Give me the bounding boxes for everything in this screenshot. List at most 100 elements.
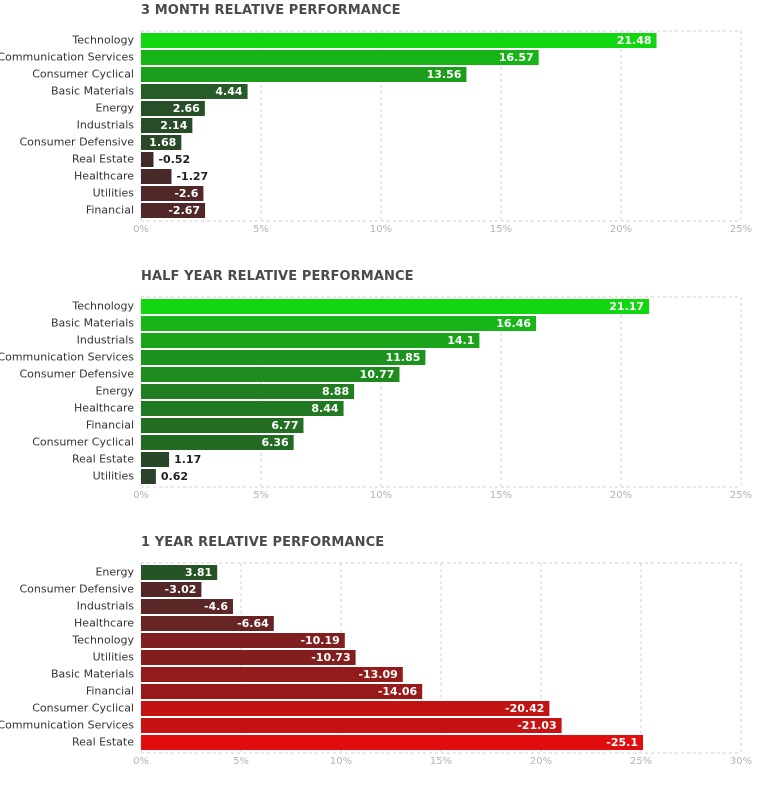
bar [141, 169, 172, 184]
value-label: -25.1 [606, 736, 638, 749]
value-label: 2.14 [160, 119, 187, 132]
category-label: Healthcare [74, 170, 134, 183]
value-label: -10.73 [311, 651, 350, 664]
category-label: Industrials [77, 600, 135, 613]
bar [141, 599, 233, 614]
value-label: -1.27 [176, 170, 208, 183]
x-tick-label: 30% [730, 756, 752, 767]
category-label: Consumer Cyclical [32, 68, 134, 81]
category-label: Financial [86, 685, 134, 698]
x-tick-label: 0% [133, 756, 149, 767]
value-label: -13.09 [358, 668, 397, 681]
x-tick-label: 15% [490, 490, 512, 501]
category-label: Technology [71, 634, 134, 647]
value-label: 14.1 [447, 334, 474, 347]
category-label: Technology [71, 34, 134, 47]
category-label: Healthcare [74, 617, 134, 630]
bar [141, 350, 426, 365]
chart-svg: 0% 5% 10% 15% 20% 25% Technology 21.17 Basic Mat… [0, 296, 752, 501]
bar [141, 452, 170, 467]
bar [141, 67, 467, 82]
x-tick-label: 5% [253, 490, 269, 501]
x-tick-label: 0% [133, 490, 149, 501]
chart-svg: 0% 5% 10% 15% 20% 25% Technology 21.48 Communica… [0, 30, 752, 235]
category-label: Consumer Cyclical [32, 702, 134, 715]
category-label: Real Estate [72, 153, 134, 166]
bar [141, 50, 539, 65]
value-label: 11.85 [386, 351, 421, 364]
category-label: Communication Services [0, 351, 134, 364]
bar [141, 333, 480, 348]
value-label: 4.44 [215, 85, 242, 98]
category-label: Consumer Defensive [19, 368, 134, 381]
category-label: Utilities [93, 187, 135, 200]
value-label: 1.68 [149, 136, 176, 149]
value-label: -3.02 [165, 583, 197, 596]
x-tick-label: 20% [610, 490, 632, 501]
chart-svg: 0% 5% 10% 15% 20% 25% 30% Energy 3.81 Consumer De… [0, 562, 752, 767]
category-label: Energy [95, 385, 134, 398]
bar [141, 582, 202, 597]
x-tick-label: 15% [490, 224, 512, 235]
chart-title: HALF YEAR RELATIVE PERFORMANCE [141, 269, 414, 284]
bar [141, 135, 182, 150]
value-label: 0.62 [161, 470, 188, 483]
category-label: Financial [86, 419, 134, 432]
value-label: -0.52 [158, 153, 190, 166]
x-tick-label: 10% [370, 490, 392, 501]
x-tick-label: 0% [133, 224, 149, 235]
value-label: -4.6 [204, 600, 228, 613]
x-tick-label: 10% [370, 224, 392, 235]
x-tick-label: 25% [630, 756, 652, 767]
value-label: -2.6 [174, 187, 198, 200]
bar [141, 701, 550, 716]
value-label: 8.44 [311, 402, 338, 415]
category-label: Consumer Defensive [19, 583, 134, 596]
bar [141, 384, 355, 399]
category-label: Healthcare [74, 402, 134, 415]
category-label: Industrials [77, 334, 135, 347]
x-tick-label: 5% [253, 224, 269, 235]
value-label: -20.42 [505, 702, 544, 715]
bar [141, 616, 274, 631]
bar [141, 565, 218, 580]
category-label: Basic Materials [51, 317, 134, 330]
value-label: 6.36 [261, 436, 288, 449]
value-label: 21.48 [617, 34, 652, 47]
bar [141, 84, 248, 99]
category-label: Energy [95, 566, 134, 579]
value-label: 13.56 [427, 68, 462, 81]
bar [141, 684, 423, 699]
category-label: Communication Services [0, 719, 134, 732]
bar [141, 435, 294, 450]
bar [141, 469, 156, 484]
x-tick-label: 15% [430, 756, 452, 767]
value-label: 16.57 [499, 51, 534, 64]
bar [141, 118, 193, 133]
x-tick-label: 20% [610, 224, 632, 235]
category-label: Consumer Cyclical [32, 436, 134, 449]
category-label: Utilities [93, 470, 135, 483]
category-label: Utilities [93, 651, 135, 664]
category-label: Technology [71, 300, 134, 313]
bar [141, 418, 304, 433]
bar [141, 101, 205, 116]
value-label: -10.19 [300, 634, 339, 647]
x-tick-label: 5% [233, 756, 249, 767]
category-label: Energy [95, 102, 134, 115]
value-label: 10.77 [360, 368, 395, 381]
category-label: Financial [86, 204, 134, 217]
bar [141, 203, 206, 218]
bar [141, 186, 204, 201]
x-tick-label: 20% [530, 756, 552, 767]
chart-title: 3 MONTH RELATIVE PERFORMANCE [141, 3, 401, 18]
bar [141, 367, 400, 382]
value-label: 16.46 [496, 317, 531, 330]
value-label: -2.67 [168, 204, 200, 217]
value-label: -14.06 [378, 685, 418, 698]
category-label: Real Estate [72, 453, 134, 466]
x-tick-label: 25% [730, 224, 752, 235]
category-label: Basic Materials [51, 668, 134, 681]
value-label: 8.88 [322, 385, 349, 398]
value-label: -6.64 [237, 617, 269, 630]
